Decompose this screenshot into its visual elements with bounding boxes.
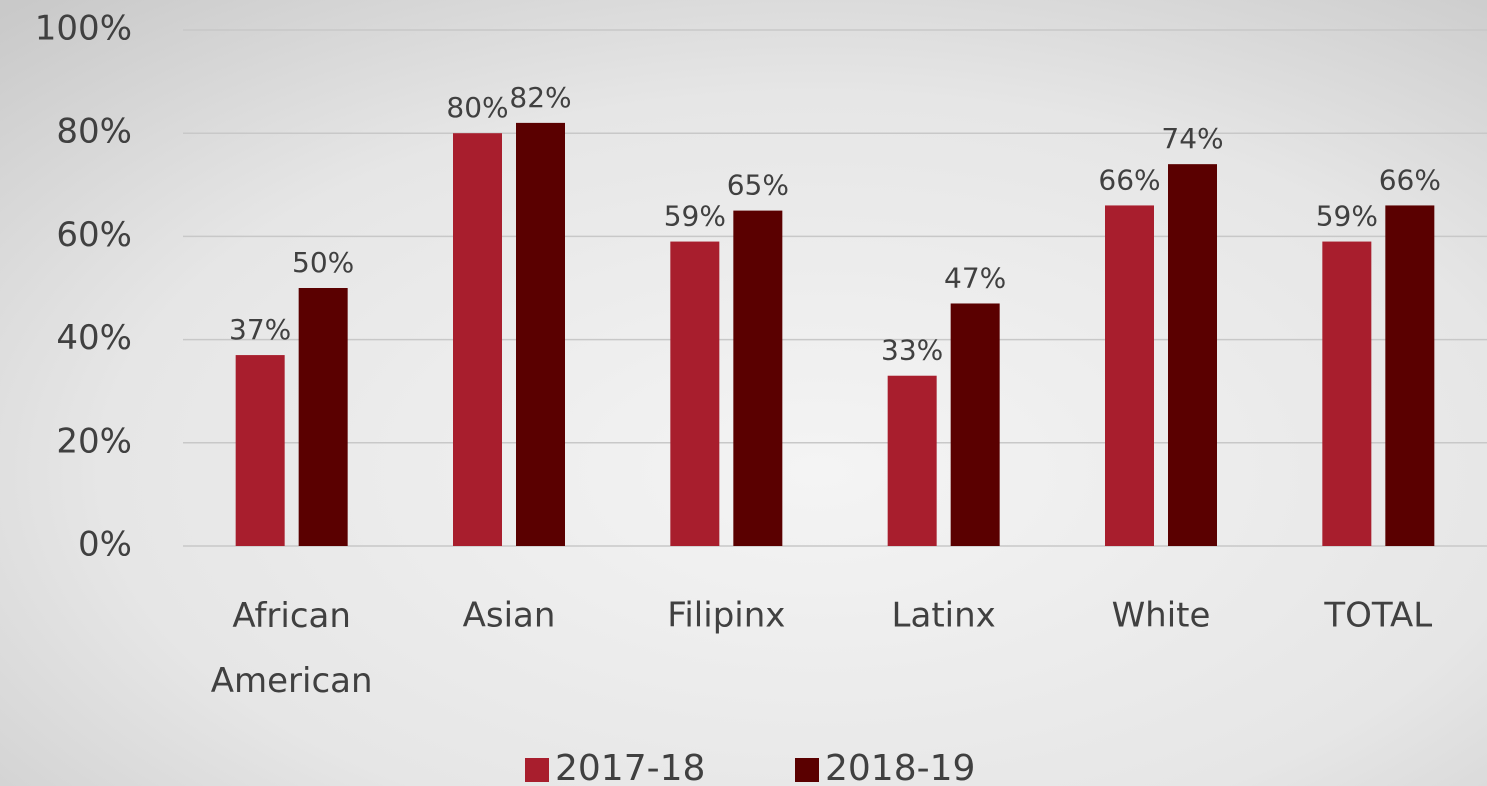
value-label: 37% (229, 313, 291, 346)
value-label: 82% (509, 81, 571, 114)
x-tick-label: African American (211, 596, 373, 701)
bar (298, 288, 348, 546)
x-tick-label: TOTAL (1323, 596, 1432, 636)
y-tick-label: 0% (78, 525, 132, 565)
x-tick-label: Latinx (892, 596, 996, 636)
value-label: 80% (446, 91, 508, 124)
value-label: 66% (1379, 163, 1441, 196)
value-label: 65% (727, 169, 789, 202)
x-tick-label: Filipinx (667, 596, 785, 636)
value-label: 33% (881, 334, 943, 367)
y-tick-label: 100% (35, 9, 132, 49)
bar (1385, 205, 1435, 546)
y-tick-label: 40% (56, 318, 132, 358)
value-label: 59% (1316, 200, 1378, 233)
bar (1322, 241, 1372, 546)
bar (1168, 164, 1217, 546)
legend-label: 2017-18 (555, 748, 705, 786)
x-tick-label: White (1112, 596, 1211, 636)
legend-swatch (795, 758, 819, 782)
y-tick-label: 20% (56, 421, 132, 461)
x-tick-label: Asian (463, 596, 556, 636)
bar (1105, 205, 1154, 546)
legend-swatch (525, 758, 549, 782)
value-label: 50% (292, 246, 354, 279)
y-tick-label: 60% (56, 215, 132, 255)
bar (887, 375, 937, 546)
bar (950, 303, 1000, 546)
value-label: 59% (664, 200, 726, 233)
legend-label: 2018-19 (825, 748, 975, 786)
bar (235, 355, 285, 546)
bar (453, 133, 502, 546)
bar (670, 241, 720, 546)
value-label: 74% (1161, 122, 1223, 155)
y-tick-label: 80% (56, 112, 132, 152)
bar (733, 210, 783, 546)
value-label: 47% (944, 261, 1006, 294)
value-label: 66% (1098, 163, 1160, 196)
bar (516, 122, 565, 546)
